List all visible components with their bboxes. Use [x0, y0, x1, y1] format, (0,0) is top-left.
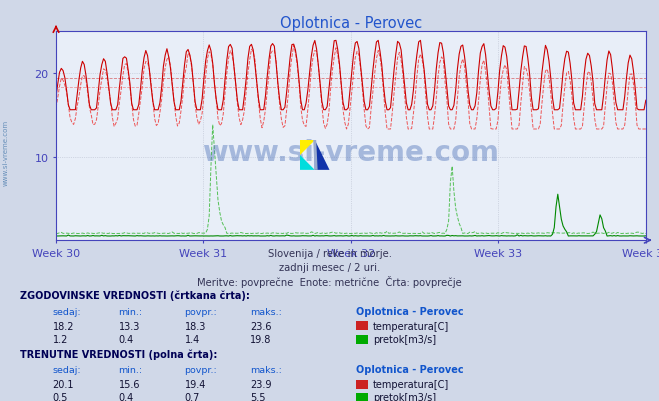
Text: 5.5: 5.5 — [250, 392, 266, 401]
Text: sedaj:: sedaj: — [53, 307, 81, 316]
Text: TRENUTNE VREDNOSTI (polna črta):: TRENUTNE VREDNOSTI (polna črta): — [20, 348, 217, 359]
Text: min.:: min.: — [119, 307, 143, 316]
Text: 0.4: 0.4 — [119, 334, 134, 344]
Text: ZGODOVINSKE VREDNOSTI (črtkana črta):: ZGODOVINSKE VREDNOSTI (črtkana črta): — [20, 290, 250, 301]
Title: Oplotnica - Perovec: Oplotnica - Perovec — [280, 16, 422, 31]
Text: 1.2: 1.2 — [53, 334, 68, 344]
Text: www.si-vreme.com: www.si-vreme.com — [2, 119, 9, 185]
Text: 0.5: 0.5 — [53, 392, 68, 401]
Text: 19.4: 19.4 — [185, 379, 206, 389]
Polygon shape — [300, 140, 315, 155]
Text: 1.4: 1.4 — [185, 334, 200, 344]
Polygon shape — [315, 140, 330, 170]
Text: 18.2: 18.2 — [53, 321, 74, 331]
Text: pretok[m3/s]: pretok[m3/s] — [373, 334, 436, 344]
Text: min.:: min.: — [119, 365, 143, 374]
Text: Meritve: povprečne  Enote: metrične  Črta: povprečje: Meritve: povprečne Enote: metrične Črta:… — [197, 275, 462, 287]
Text: 15.6: 15.6 — [119, 379, 140, 389]
Text: zadnji mesec / 2 uri.: zadnji mesec / 2 uri. — [279, 262, 380, 272]
Text: temperatura[C]: temperatura[C] — [373, 379, 449, 389]
Polygon shape — [313, 140, 318, 170]
Text: Slovenija / reke in morje.: Slovenija / reke in morje. — [268, 249, 391, 259]
Text: 18.3: 18.3 — [185, 321, 206, 331]
Text: temperatura[C]: temperatura[C] — [373, 321, 449, 331]
Text: 13.3: 13.3 — [119, 321, 140, 331]
Text: sedaj:: sedaj: — [53, 365, 81, 374]
Text: 0.4: 0.4 — [119, 392, 134, 401]
Text: Oplotnica - Perovec: Oplotnica - Perovec — [356, 306, 463, 316]
Text: maks.:: maks.: — [250, 307, 282, 316]
Text: 19.8: 19.8 — [250, 334, 272, 344]
Text: Oplotnica - Perovec: Oplotnica - Perovec — [356, 364, 463, 374]
Text: www.si-vreme.com: www.si-vreme.com — [202, 139, 500, 167]
Text: povpr.:: povpr.: — [185, 307, 217, 316]
Text: pretok[m3/s]: pretok[m3/s] — [373, 392, 436, 401]
Text: 20.1: 20.1 — [53, 379, 74, 389]
Text: povpr.:: povpr.: — [185, 365, 217, 374]
Text: maks.:: maks.: — [250, 365, 282, 374]
Text: 23.6: 23.6 — [250, 321, 272, 331]
Text: 0.7: 0.7 — [185, 392, 200, 401]
Polygon shape — [300, 155, 315, 170]
Text: 23.9: 23.9 — [250, 379, 272, 389]
